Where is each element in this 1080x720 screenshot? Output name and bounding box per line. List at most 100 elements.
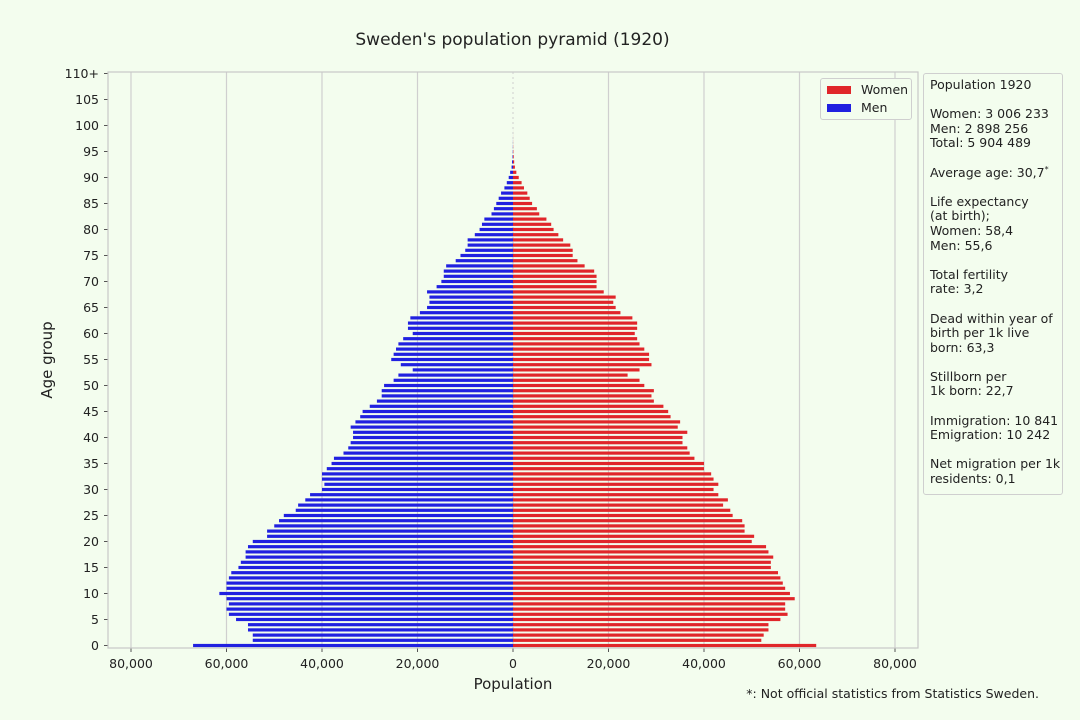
women-bar xyxy=(513,581,783,585)
info-average-age-mark: * xyxy=(1044,164,1049,174)
y-tick-label: 0 xyxy=(91,638,99,653)
men-bar xyxy=(350,441,513,445)
women-bar xyxy=(513,597,795,601)
men-bar xyxy=(240,560,513,564)
men-bar xyxy=(481,222,513,226)
women-bar xyxy=(513,285,597,289)
men-bar xyxy=(298,503,513,507)
women-bar xyxy=(513,503,724,507)
info-life-women: Women: 58,4 xyxy=(930,222,1014,238)
women-bar xyxy=(513,165,515,169)
women-bar xyxy=(513,571,779,575)
women-bar xyxy=(513,201,533,206)
men-swatch xyxy=(827,103,851,112)
women-bar xyxy=(513,394,652,398)
women-bar xyxy=(513,420,681,424)
women-bar xyxy=(513,435,683,440)
men-bar xyxy=(381,389,513,393)
men-bar xyxy=(369,404,513,408)
men-bar xyxy=(498,196,513,200)
men-bar xyxy=(427,290,513,294)
women-bar xyxy=(513,586,786,590)
women-bar xyxy=(513,612,788,616)
men-bar xyxy=(252,633,513,637)
x-tick-label: 40,000 xyxy=(682,656,726,671)
info-stillborn-1: Stillborn per xyxy=(930,368,1007,384)
info-fertility-2: rate: 3,2 xyxy=(930,281,984,297)
men-bar xyxy=(474,233,513,237)
women-bar xyxy=(513,347,645,351)
women-bar xyxy=(513,259,578,263)
women-bar xyxy=(513,602,786,606)
women-bar xyxy=(513,326,638,330)
women-bar xyxy=(513,628,769,632)
y-tick-label: 85 xyxy=(83,196,99,211)
women-bar xyxy=(513,295,616,299)
women-bar xyxy=(513,409,669,414)
women-bar xyxy=(513,155,514,159)
men-bar xyxy=(295,508,513,512)
women-bar xyxy=(513,545,767,549)
women-bar xyxy=(513,253,573,258)
men-bar xyxy=(267,534,513,538)
legend-label-men: Men xyxy=(861,100,888,115)
women-bar xyxy=(513,576,781,580)
info-infant-3: born: 63,3 xyxy=(930,339,995,355)
men-bar xyxy=(326,467,513,471)
men-bar xyxy=(226,597,513,601)
men-bar xyxy=(460,253,513,258)
men-bar xyxy=(353,430,513,434)
women-bar xyxy=(513,477,714,481)
men-bar xyxy=(393,378,513,382)
women-bar xyxy=(513,524,745,528)
women-bar xyxy=(513,311,621,315)
women-bar xyxy=(513,607,786,611)
men-bar xyxy=(501,191,513,195)
info-infant-1: Dead within year of xyxy=(930,310,1053,326)
men-bar xyxy=(283,513,513,518)
men-bar xyxy=(247,545,514,549)
women-bar xyxy=(513,498,728,502)
men-bar xyxy=(360,415,513,419)
men-bar xyxy=(403,337,513,341)
men-bar xyxy=(427,305,513,310)
women-bar xyxy=(513,378,640,382)
men-bar xyxy=(343,451,513,455)
men-bar xyxy=(467,243,513,247)
women-bar xyxy=(513,550,769,554)
women-bar xyxy=(513,519,743,523)
men-bar xyxy=(398,373,513,377)
men-bar xyxy=(226,586,513,590)
women-bar xyxy=(513,233,559,237)
women-bar xyxy=(513,331,635,336)
y-tick-label: 20 xyxy=(83,534,99,549)
y-tick-label: 110+ xyxy=(65,66,99,81)
men-bar xyxy=(436,285,513,289)
axes: 80,000 60,000 40,000 20,000 0 20,000 40,000 60,… xyxy=(65,66,919,671)
men-bar xyxy=(228,612,513,616)
men-bar xyxy=(333,456,513,460)
women-bar xyxy=(513,321,638,325)
statistics-info-box: Population 1920 Women: 3 006 233 Men: 2 … xyxy=(923,73,1063,495)
info-header: Population 1920 xyxy=(930,77,1032,92)
info-men: Men: 2 898 256 xyxy=(930,120,1029,136)
men-bar xyxy=(467,238,513,242)
men-bar xyxy=(455,259,513,263)
women-bar xyxy=(513,357,650,362)
chart-title: Sweden's population pyramid (1920) xyxy=(355,30,670,50)
men-bar xyxy=(398,342,513,346)
men-bar xyxy=(376,399,513,403)
men-bar xyxy=(393,352,513,356)
men-bar xyxy=(508,175,513,180)
y-tick-label: 50 xyxy=(83,378,99,393)
women-bar xyxy=(513,389,654,393)
info-immigration: Immigration: 10 841 xyxy=(930,412,1059,428)
women-bar xyxy=(513,560,771,564)
women-bar xyxy=(513,207,537,211)
women-bar xyxy=(513,539,752,544)
women-bar xyxy=(513,446,688,450)
women-bar xyxy=(513,404,664,408)
women-bar xyxy=(513,513,733,518)
x-tick-label: 60,000 xyxy=(778,656,822,671)
y-tick-label: 25 xyxy=(83,508,99,523)
